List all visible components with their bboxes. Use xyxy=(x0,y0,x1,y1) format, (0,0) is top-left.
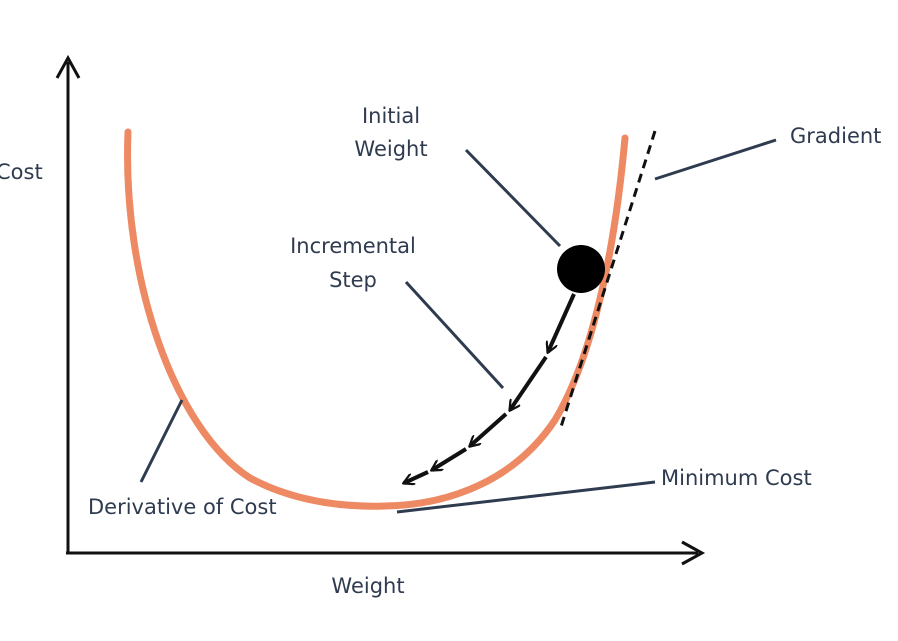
initial-weight-label-line1: Initial xyxy=(362,104,420,128)
minimum-cost-leader xyxy=(396,480,656,514)
initial-weight-ball xyxy=(557,245,605,293)
gradient-tangent-line xyxy=(558,130,657,431)
gradient-leader xyxy=(654,138,777,181)
step-arrow-3 xyxy=(470,412,508,446)
incremental-step-label-line2: Step xyxy=(329,268,377,292)
step-arrow-5 xyxy=(404,470,429,483)
x-axis-arrowhead xyxy=(681,540,706,566)
incremental-step-label-line1: Incremental xyxy=(290,234,416,258)
derivative-of-cost-label: Derivative of Cost xyxy=(88,495,277,519)
step-arrow-4 xyxy=(432,447,468,470)
y-axis-label: Cost xyxy=(0,160,43,184)
minimum-cost-label: Minimum Cost xyxy=(661,466,812,490)
y-axis-arrowhead xyxy=(55,54,81,79)
x-axis-label: Weight xyxy=(331,574,404,598)
incremental-step-leader xyxy=(404,280,505,390)
step-arrow-1 xyxy=(548,293,576,352)
derivative-leader xyxy=(139,399,184,483)
gradient-label: Gradient xyxy=(790,124,881,148)
cost-curve xyxy=(124,128,629,510)
initial-weight-leader xyxy=(464,148,562,248)
step-arrow-2 xyxy=(510,355,548,410)
initial-weight-label-line2: Weight xyxy=(354,137,427,161)
